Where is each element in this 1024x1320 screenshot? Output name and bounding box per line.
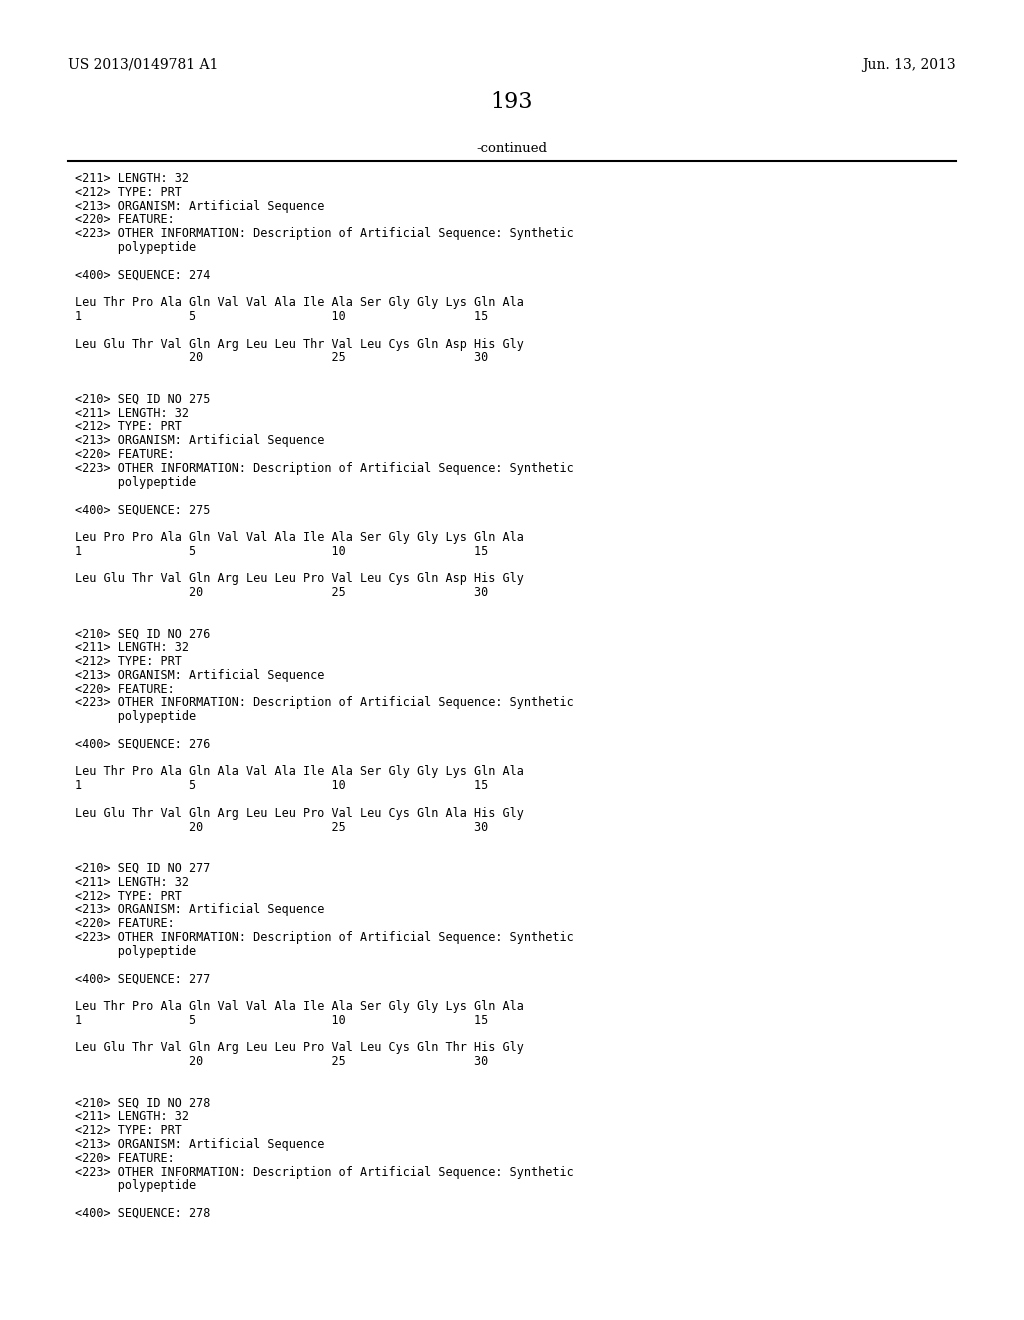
Text: <223> OTHER INFORMATION: Description of Artificial Sequence: Synthetic: <223> OTHER INFORMATION: Description of … (75, 931, 573, 944)
Text: <212> TYPE: PRT: <212> TYPE: PRT (75, 890, 182, 903)
Text: <210> SEQ ID NO 276: <210> SEQ ID NO 276 (75, 627, 210, 640)
Text: <211> LENGTH: 32: <211> LENGTH: 32 (75, 172, 189, 185)
Text: <220> FEATURE:: <220> FEATURE: (75, 917, 175, 931)
Text: polypeptide: polypeptide (75, 710, 197, 723)
Text: <211> LENGTH: 32: <211> LENGTH: 32 (75, 875, 189, 888)
Text: polypeptide: polypeptide (75, 945, 197, 958)
Text: 20                  25                  30: 20 25 30 (75, 1055, 488, 1068)
Text: Jun. 13, 2013: Jun. 13, 2013 (862, 58, 956, 73)
Text: Leu Thr Pro Ala Gln Val Val Ala Ile Ala Ser Gly Gly Lys Gln Ala: Leu Thr Pro Ala Gln Val Val Ala Ile Ala … (75, 1001, 524, 1012)
Text: <212> TYPE: PRT: <212> TYPE: PRT (75, 420, 182, 433)
Text: <400> SEQUENCE: 275: <400> SEQUENCE: 275 (75, 503, 210, 516)
Text: 193: 193 (490, 91, 534, 114)
Text: <220> FEATURE:: <220> FEATURE: (75, 682, 175, 696)
Text: <223> OTHER INFORMATION: Description of Artificial Sequence: Synthetic: <223> OTHER INFORMATION: Description of … (75, 227, 573, 240)
Text: <400> SEQUENCE: 276: <400> SEQUENCE: 276 (75, 738, 210, 751)
Text: Leu Thr Pro Ala Gln Val Val Ala Ile Ala Ser Gly Gly Lys Gln Ala: Leu Thr Pro Ala Gln Val Val Ala Ile Ala … (75, 296, 524, 309)
Text: Leu Pro Pro Ala Gln Val Val Ala Ile Ala Ser Gly Gly Lys Gln Ala: Leu Pro Pro Ala Gln Val Val Ala Ile Ala … (75, 531, 524, 544)
Text: -continued: -continued (476, 141, 548, 154)
Text: Leu Thr Pro Ala Gln Ala Val Ala Ile Ala Ser Gly Gly Lys Gln Ala: Leu Thr Pro Ala Gln Ala Val Ala Ile Ala … (75, 766, 524, 779)
Text: 20                  25                  30: 20 25 30 (75, 821, 488, 834)
Text: <211> LENGTH: 32: <211> LENGTH: 32 (75, 1110, 189, 1123)
Text: polypeptide: polypeptide (75, 1179, 197, 1192)
Text: <210> SEQ ID NO 277: <210> SEQ ID NO 277 (75, 862, 210, 875)
Text: US 2013/0149781 A1: US 2013/0149781 A1 (68, 58, 218, 73)
Text: Leu Glu Thr Val Gln Arg Leu Leu Pro Val Leu Cys Gln Ala His Gly: Leu Glu Thr Val Gln Arg Leu Leu Pro Val … (75, 807, 524, 820)
Text: <223> OTHER INFORMATION: Description of Artificial Sequence: Synthetic: <223> OTHER INFORMATION: Description of … (75, 462, 573, 475)
Text: Leu Glu Thr Val Gln Arg Leu Leu Pro Val Leu Cys Gln Thr His Gly: Leu Glu Thr Val Gln Arg Leu Leu Pro Val … (75, 1041, 524, 1055)
Text: <213> ORGANISM: Artificial Sequence: <213> ORGANISM: Artificial Sequence (75, 1138, 325, 1151)
Text: 1               5                   10                  15: 1 5 10 15 (75, 310, 488, 323)
Text: <400> SEQUENCE: 278: <400> SEQUENCE: 278 (75, 1206, 210, 1220)
Text: <212> TYPE: PRT: <212> TYPE: PRT (75, 655, 182, 668)
Text: <220> FEATURE:: <220> FEATURE: (75, 1152, 175, 1164)
Text: Leu Glu Thr Val Gln Arg Leu Leu Thr Val Leu Cys Gln Asp His Gly: Leu Glu Thr Val Gln Arg Leu Leu Thr Val … (75, 338, 524, 351)
Text: <213> ORGANISM: Artificial Sequence: <213> ORGANISM: Artificial Sequence (75, 199, 325, 213)
Text: <223> OTHER INFORMATION: Description of Artificial Sequence: Synthetic: <223> OTHER INFORMATION: Description of … (75, 1166, 573, 1179)
Text: <220> FEATURE:: <220> FEATURE: (75, 447, 175, 461)
Text: <210> SEQ ID NO 278: <210> SEQ ID NO 278 (75, 1097, 210, 1110)
Text: 1               5                   10                  15: 1 5 10 15 (75, 779, 488, 792)
Text: <213> ORGANISM: Artificial Sequence: <213> ORGANISM: Artificial Sequence (75, 903, 325, 916)
Text: <223> OTHER INFORMATION: Description of Artificial Sequence: Synthetic: <223> OTHER INFORMATION: Description of … (75, 697, 573, 709)
Text: <210> SEQ ID NO 275: <210> SEQ ID NO 275 (75, 393, 210, 405)
Text: 20                  25                  30: 20 25 30 (75, 351, 488, 364)
Text: <213> ORGANISM: Artificial Sequence: <213> ORGANISM: Artificial Sequence (75, 434, 325, 447)
Text: <220> FEATURE:: <220> FEATURE: (75, 214, 175, 227)
Text: <400> SEQUENCE: 277: <400> SEQUENCE: 277 (75, 973, 210, 986)
Text: <211> LENGTH: 32: <211> LENGTH: 32 (75, 407, 189, 420)
Text: <213> ORGANISM: Artificial Sequence: <213> ORGANISM: Artificial Sequence (75, 669, 325, 682)
Text: Leu Glu Thr Val Gln Arg Leu Leu Pro Val Leu Cys Gln Asp His Gly: Leu Glu Thr Val Gln Arg Leu Leu Pro Val … (75, 572, 524, 585)
Text: 20                  25                  30: 20 25 30 (75, 586, 488, 599)
Text: polypeptide: polypeptide (75, 242, 197, 253)
Text: <211> LENGTH: 32: <211> LENGTH: 32 (75, 642, 189, 655)
Text: <212> TYPE: PRT: <212> TYPE: PRT (75, 1125, 182, 1138)
Text: <400> SEQUENCE: 274: <400> SEQUENCE: 274 (75, 268, 210, 281)
Text: polypeptide: polypeptide (75, 475, 197, 488)
Text: 1               5                   10                  15: 1 5 10 15 (75, 1014, 488, 1027)
Text: 1               5                   10                  15: 1 5 10 15 (75, 545, 488, 557)
Text: <212> TYPE: PRT: <212> TYPE: PRT (75, 186, 182, 199)
